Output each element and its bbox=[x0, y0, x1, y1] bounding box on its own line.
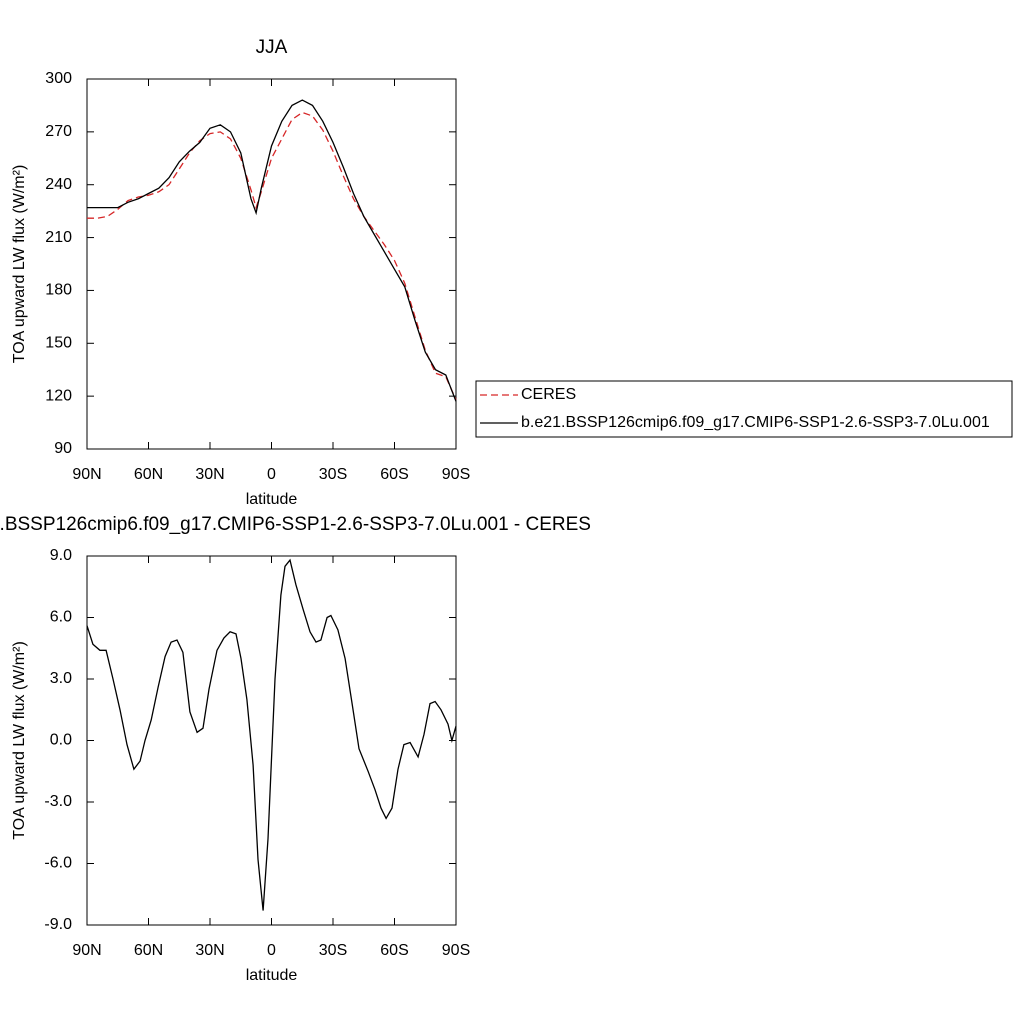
y-tick-label: 120 bbox=[45, 387, 72, 404]
y-tick-label: 0.0 bbox=[50, 732, 72, 749]
series-line bbox=[87, 99, 457, 402]
chart-title: b.e21.BSSP126cmip6.f09_g17.CMIP6-SSP1-2.… bbox=[0, 514, 591, 535]
x-tick-label: 30N bbox=[195, 466, 224, 483]
x-axis-label: latitude bbox=[246, 491, 298, 508]
y-tick-label: 300 bbox=[45, 70, 72, 87]
y-tick-label: 150 bbox=[45, 335, 72, 352]
legend-label: CERES bbox=[521, 386, 576, 403]
x-tick-label: 60N bbox=[134, 942, 163, 959]
series-line bbox=[87, 111, 457, 400]
y-tick-label: 240 bbox=[45, 176, 72, 193]
x-tick-label: 60N bbox=[134, 466, 163, 483]
y-tick-label: 270 bbox=[45, 123, 72, 140]
y-axis-label: TOA upward LW flux (W/m²) bbox=[11, 641, 28, 840]
y-tick-label: 6.0 bbox=[50, 609, 72, 626]
x-tick-label: 30S bbox=[319, 942, 347, 959]
x-tick-label: 90N bbox=[72, 466, 101, 483]
plot-frame bbox=[86, 78, 457, 450]
plot-frame bbox=[86, 555, 457, 926]
y-axis-label: TOA upward LW flux (W/m²) bbox=[11, 165, 28, 364]
legend-box bbox=[475, 380, 1013, 438]
chart-title: JJA bbox=[256, 37, 288, 58]
x-tick-label: 90S bbox=[442, 466, 470, 483]
x-tick-label: 30S bbox=[319, 466, 347, 483]
x-tick-label: 60S bbox=[380, 942, 408, 959]
x-tick-label: 30N bbox=[195, 942, 224, 959]
y-tick-label: 3.0 bbox=[50, 670, 72, 687]
y-tick-label: 9.0 bbox=[50, 547, 72, 564]
series-line bbox=[86, 558, 457, 911]
x-tick-label: 0 bbox=[267, 466, 276, 483]
x-tick-label: 60S bbox=[380, 466, 408, 483]
x-axis-label: latitude bbox=[246, 967, 298, 984]
legend-label: b.e21.BSSP126cmip6.f09_g17.CMIP6-SSP1-2.… bbox=[521, 414, 990, 431]
x-tick-label: 90N bbox=[72, 942, 101, 959]
y-tick-label: 90 bbox=[54, 440, 72, 457]
y-tick-label: 180 bbox=[45, 282, 72, 299]
y-tick-label: -9.0 bbox=[44, 916, 72, 933]
x-tick-label: 90S bbox=[442, 942, 470, 959]
y-tick-label: -3.0 bbox=[44, 793, 72, 810]
y-tick-label: 210 bbox=[45, 229, 72, 246]
x-tick-label: 0 bbox=[267, 942, 276, 959]
y-tick-label: -6.0 bbox=[44, 855, 72, 872]
